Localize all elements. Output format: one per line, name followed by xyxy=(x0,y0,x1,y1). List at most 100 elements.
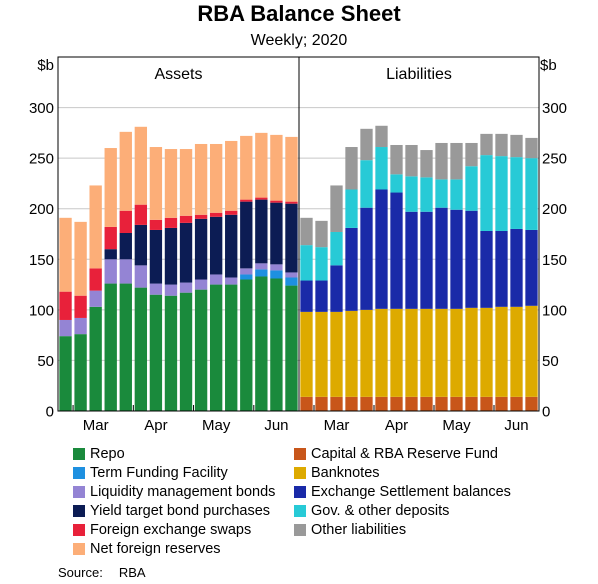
bar-net-foreign-reserves xyxy=(89,185,102,269)
bar-capital-and-rba-reserve-fund xyxy=(330,396,343,411)
bar-gov-and-other-deposits xyxy=(435,179,448,208)
x-tick-label: Apr xyxy=(385,417,408,434)
bar-gov-and-other-deposits xyxy=(465,166,478,211)
bar-exchange-settlement-balances xyxy=(405,211,418,309)
bar-exchange-settlement-balances xyxy=(465,210,478,308)
bar-other-liabilities xyxy=(330,185,343,232)
bar-repo xyxy=(270,278,283,411)
bar-yield-target-bond-purchases xyxy=(119,232,132,260)
bar-capital-and-rba-reserve-fund xyxy=(525,396,538,411)
bar-liquidity-management-bonds xyxy=(149,283,163,295)
y-tick-label-left: 100 xyxy=(29,302,54,319)
bar-capital-and-rba-reserve-fund xyxy=(375,396,388,411)
x-tick-label: Jun xyxy=(504,417,528,434)
bar-exchange-settlement-balances xyxy=(300,280,313,312)
bar-liquidity-management-bonds xyxy=(285,272,298,278)
chart-subtitle: Weekly; 2020 xyxy=(250,32,348,49)
bar-net-foreign-reserves xyxy=(270,134,283,201)
bar-foreign-exchange-swaps xyxy=(119,210,132,233)
panel-title: Assets xyxy=(154,66,202,83)
bar-yield-target-bond-purchases xyxy=(270,202,283,265)
y-tick-label-right: 50 xyxy=(542,353,559,370)
bar-banknotes xyxy=(435,308,448,397)
y-tick-label-left: 300 xyxy=(29,100,54,117)
bar-repo xyxy=(74,334,87,411)
bar-net-foreign-reserves xyxy=(59,217,72,292)
bar-banknotes xyxy=(315,311,328,397)
bar-net-foreign-reserves xyxy=(119,131,132,211)
bar-foreign-exchange-swaps xyxy=(149,219,163,230)
source-value: RBA xyxy=(118,565,146,580)
chart-title: RBA Balance Sheet xyxy=(197,1,401,26)
bar-other-liabilities xyxy=(495,133,508,157)
bar-banknotes xyxy=(375,308,388,397)
bar-repo xyxy=(104,283,117,411)
bar-net-foreign-reserves xyxy=(74,221,87,296)
bar-capital-and-rba-reserve-fund xyxy=(315,396,328,411)
bar-repo xyxy=(89,306,102,411)
panel-title: Liabilities xyxy=(386,66,452,83)
y-tick-label-right: 0 xyxy=(542,404,550,421)
bar-repo xyxy=(225,284,238,411)
bar-net-foreign-reserves xyxy=(194,143,208,215)
bar-yield-target-bond-purchases xyxy=(104,249,117,260)
bar-repo xyxy=(194,289,208,411)
bar-capital-and-rba-reserve-fund xyxy=(480,396,493,411)
bar-liquidity-management-bonds xyxy=(194,279,208,290)
y-tick-label-right: 100 xyxy=(542,302,567,319)
bar-yield-target-bond-purchases xyxy=(240,201,253,269)
bar-net-foreign-reserves xyxy=(255,132,268,198)
x-tick-label: Jun xyxy=(264,417,288,434)
bar-banknotes xyxy=(480,307,493,397)
bar-liquidity-management-bonds xyxy=(74,317,87,335)
bar-other-liabilities xyxy=(390,144,403,175)
bar-net-foreign-reserves xyxy=(104,148,117,227)
bar-net-foreign-reserves xyxy=(164,149,178,218)
bar-gov-and-other-deposits xyxy=(390,174,403,193)
bar-liquidity-management-bonds xyxy=(104,259,117,284)
bar-liquidity-management-bonds xyxy=(164,284,178,296)
bar-banknotes xyxy=(495,306,508,397)
x-tick-label: Apr xyxy=(144,417,167,434)
bar-capital-and-rba-reserve-fund xyxy=(300,396,313,411)
bar-yield-target-bond-purchases xyxy=(179,222,193,283)
bar-net-foreign-reserves xyxy=(149,147,163,220)
bar-yield-target-bond-purchases xyxy=(209,216,223,275)
bar-repo xyxy=(164,295,178,411)
bar-net-foreign-reserves xyxy=(134,126,148,205)
bar-exchange-settlement-balances xyxy=(390,192,403,309)
bar-repo xyxy=(179,292,193,411)
bar-liquidity-management-bonds xyxy=(179,282,193,293)
bar-banknotes xyxy=(420,308,433,397)
bar-other-liabilities xyxy=(405,144,418,177)
bar-capital-and-rba-reserve-fund xyxy=(345,396,358,411)
x-tick-label: May xyxy=(442,417,471,434)
bar-yield-target-bond-purchases xyxy=(134,224,148,266)
bar-gov-and-other-deposits xyxy=(495,156,508,231)
bar-term-funding-facility xyxy=(285,277,298,286)
bar-repo xyxy=(285,285,298,411)
bar-gov-and-other-deposits xyxy=(405,176,418,212)
bar-yield-target-bond-purchases xyxy=(255,199,268,264)
y-tick-label-left: 250 xyxy=(29,151,54,168)
bar-gov-and-other-deposits xyxy=(360,160,373,208)
y-unit-left: $b xyxy=(37,57,54,74)
bar-gov-and-other-deposits xyxy=(330,231,343,266)
y-tick-label-left: 0 xyxy=(46,404,54,421)
bar-capital-and-rba-reserve-fund xyxy=(450,396,463,411)
bar-banknotes xyxy=(330,311,343,397)
bar-foreign-exchange-swaps xyxy=(89,268,102,291)
bar-repo xyxy=(59,336,72,411)
bar-exchange-settlement-balances xyxy=(450,209,463,309)
bar-repo xyxy=(119,283,132,411)
bar-exchange-settlement-balances xyxy=(495,230,508,307)
y-tick-label-left: 50 xyxy=(37,353,54,370)
bar-foreign-exchange-swaps xyxy=(240,199,253,202)
bar-yield-target-bond-purchases xyxy=(164,227,178,285)
bar-other-liabilities xyxy=(315,220,328,248)
bar-gov-and-other-deposits xyxy=(345,189,358,228)
bar-exchange-settlement-balances xyxy=(435,207,448,309)
bar-other-liabilities xyxy=(300,217,313,246)
bar-gov-and-other-deposits xyxy=(450,179,463,210)
